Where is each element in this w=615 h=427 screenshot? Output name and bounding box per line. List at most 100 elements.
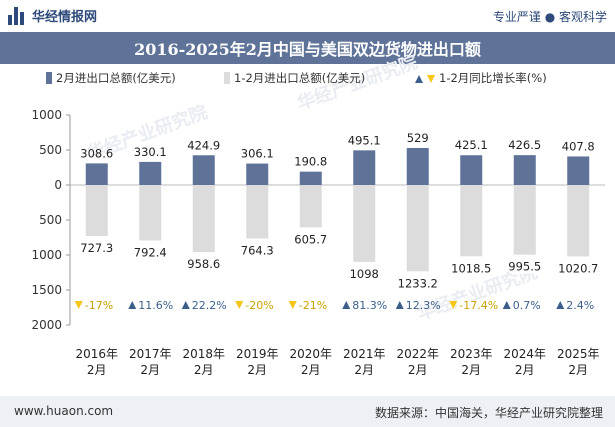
bar-cumulative-label-bg [188, 257, 219, 272]
bar-monthly [299, 171, 322, 185]
y-tick-label: 500 [39, 143, 62, 157]
growth-label: 81.3% [352, 299, 387, 312]
x-tick-label-month: 2月 [194, 363, 214, 377]
growth-up-icon [342, 301, 351, 309]
x-tick-label-month: 2月 [461, 363, 481, 377]
bar-cumulative-label: 1098 [350, 267, 379, 281]
bar-monthly [139, 161, 162, 185]
bar-cumulative-label: 605.7 [294, 232, 327, 246]
logo[interactable]: 华经情报网 [8, 6, 97, 25]
bar-cumulative-label: 792.4 [134, 245, 167, 259]
x-tick-label-month: 2月 [515, 363, 535, 377]
y-tick-label: 500 [39, 213, 62, 227]
tagline: 专业严谨 ● 客观科学 [492, 10, 607, 24]
bar-cumulative-label: 1020.7 [558, 261, 598, 275]
growth-label: 12.3% [406, 299, 441, 312]
bar-monthly [246, 163, 269, 185]
growth-label: -21% [299, 299, 327, 312]
x-tick-label-year: 2017年 [129, 347, 172, 361]
x-tick-label-year: 2025年 [557, 347, 600, 361]
bar-monthly-label: 495.1 [348, 133, 381, 147]
data-source: 数据来源：中国海关，华经产业研究院整理 [374, 406, 603, 420]
bar-cumulative-label-bg [135, 245, 166, 260]
bar-cumulative [353, 185, 376, 262]
bar-cumulative [246, 185, 269, 239]
bar-cumulative-label: 958.6 [187, 257, 220, 271]
y-tick-label: 2000 [31, 318, 62, 332]
bar-monthly-label: 407.8 [562, 139, 595, 153]
bar-cumulative [192, 185, 215, 253]
bar-cumulative-label-bg [295, 232, 326, 247]
bar-cumulative [513, 185, 536, 255]
legend-swatch-0 [46, 72, 52, 84]
website-link[interactable]: www.huaon.com [14, 404, 114, 418]
bar-monthly-label: 425.1 [455, 138, 488, 152]
growth-up-icon [502, 301, 511, 309]
y-tick-label: 1000 [31, 108, 62, 122]
bar-cumulative [406, 185, 429, 272]
legend-label-1: 1-2月进出口总额(亿美元) [234, 71, 365, 85]
x-tick-label-year: 2020年 [289, 347, 332, 361]
bar-monthly [513, 155, 536, 185]
legend-down-triangle-icon [427, 75, 435, 83]
bar-cumulative [567, 185, 590, 257]
growth-up-icon [181, 301, 190, 309]
footer: www.huaon.com 数据来源：中国海关，华经产业研究院整理 [0, 396, 615, 427]
x-tick-label-month: 2月 [354, 363, 374, 377]
bar-monthly-label: 306.1 [241, 147, 274, 161]
y-tick-label: 1000 [31, 248, 62, 262]
bar-cumulative-label: 995.5 [508, 260, 541, 274]
bar-cumulative-label-bg [456, 261, 487, 276]
growth-label: -20% [245, 299, 273, 312]
x-tick-label-year: 2021年 [343, 347, 386, 361]
bar-monthly-label: 424.9 [187, 138, 220, 152]
header: 华经情报网 专业严谨 ● 客观科学 [0, 0, 615, 32]
legend-swatch-1 [224, 72, 230, 84]
bar-monthly [460, 155, 483, 185]
growth-label: 2.4% [566, 299, 594, 312]
bar-cumulative-label-bg [242, 243, 273, 258]
bar-monthly-label: 529 [407, 131, 429, 145]
legend-label-2: 1-2月同比增长率(%) [439, 71, 547, 85]
bar-monthly-label: 190.8 [294, 155, 327, 169]
growth-label: 22.2% [192, 299, 227, 312]
bar-cumulative-label-bg [563, 261, 594, 276]
bar-cumulative [85, 185, 108, 236]
growth-label: -17.4% [459, 299, 498, 312]
x-tick-label-month: 2月 [568, 363, 588, 377]
bar-cumulative-label: 1233.2 [398, 276, 438, 290]
growth-label: 0.7% [513, 299, 541, 312]
bar-monthly-label: 426.5 [508, 138, 541, 152]
growth-down-icon [449, 301, 458, 309]
growth-up-icon [395, 301, 404, 309]
x-tick-label-year: 2018年 [182, 347, 225, 361]
legend-label-0: 2月进出口总额(亿美元) [56, 71, 176, 85]
bar-monthly-label: 308.6 [80, 146, 113, 160]
growth-up-icon [556, 301, 565, 309]
bar-monthly [353, 150, 376, 185]
bar-cumulative-label: 727.3 [80, 241, 113, 255]
x-tick-label-year: 2019年 [236, 347, 279, 361]
x-tick-label-month: 2月 [87, 363, 107, 377]
x-tick-label-month: 2月 [247, 363, 267, 377]
x-tick-label-month: 2月 [408, 363, 428, 377]
x-tick-label-year: 2022年 [396, 347, 439, 361]
logo-text: 华经情报网 [32, 10, 98, 25]
growth-label: 11.6% [138, 299, 173, 312]
bar-cumulative-label-bg [509, 259, 540, 274]
bar-monthly [192, 155, 215, 185]
growth-down-icon [235, 301, 244, 309]
bar-cumulative-label-bg [81, 240, 112, 255]
bar-cumulative [460, 185, 483, 257]
logo-bars-icon [8, 6, 26, 25]
bar-monthly-label: 330.1 [134, 145, 167, 159]
bar-cumulative-label: 764.3 [241, 244, 274, 258]
growth-down-icon [288, 301, 297, 309]
bar-cumulative [299, 185, 322, 228]
x-tick-label-month: 2月 [301, 363, 321, 377]
growth-down-icon [74, 301, 83, 309]
bar-cumulative-label: 1018.5 [451, 261, 491, 275]
bar-monthly [85, 163, 108, 185]
bar-cumulative-label-bg [349, 266, 380, 281]
x-tick-label-year: 2023年 [450, 347, 493, 361]
